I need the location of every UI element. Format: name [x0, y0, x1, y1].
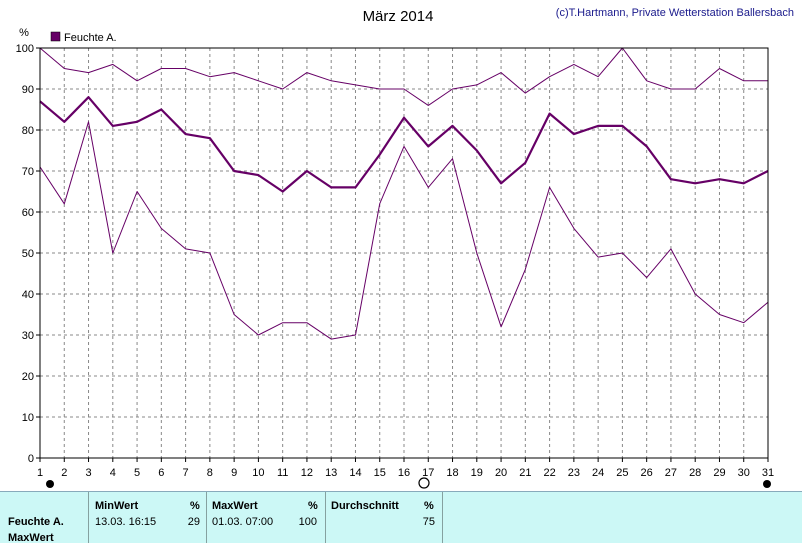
y-tick-label: 0 — [28, 453, 34, 465]
y-tick-label: 90 — [22, 84, 34, 96]
x-tick-label: 3 — [85, 467, 91, 479]
x-tick-label: 4 — [110, 467, 116, 479]
y-tick-label: 100 — [16, 43, 34, 55]
max-unit: % — [308, 500, 318, 512]
x-tick-label: 31 — [762, 467, 774, 479]
x-tick-label: 17 — [422, 467, 434, 479]
y-tick-label: 70 — [22, 166, 34, 178]
series-line-max — [39, 47, 768, 106]
x-tick-label: 21 — [519, 467, 531, 479]
x-tick-label: 5 — [134, 467, 140, 479]
chart-title: März 2014 — [363, 8, 434, 25]
marker-day-1 — [46, 480, 54, 488]
y-tick-label: 10 — [22, 412, 34, 424]
y-tick-label: 40 — [22, 289, 34, 301]
x-tick-label: 6 — [158, 467, 164, 479]
stats-row-label-2: MaxWert — [8, 532, 54, 544]
y-tick-label: 50 — [22, 248, 34, 260]
legend-label: Feuchte A. — [64, 32, 117, 44]
x-tick-label: 7 — [183, 467, 189, 479]
x-tick-label: 22 — [543, 467, 555, 479]
x-tick-label: 8 — [207, 467, 213, 479]
x-tick-label: 30 — [738, 467, 750, 479]
max-datetime: 01.03. 07:00 — [212, 516, 274, 528]
x-tick-labels: 1 2 3 4 5 6 7 8 9 10 11 12 13 14 15 16 17 18 19 20 21 22 23 24 2… — [37, 458, 774, 479]
x-tick-label: 13 — [325, 467, 337, 479]
y-tick-label: 30 — [22, 330, 34, 342]
series-lines — [39, 47, 769, 340]
marker-day-17 — [418, 477, 430, 489]
max-header: MaxWert — [212, 500, 258, 512]
y-tick-label: 20 — [22, 371, 34, 383]
y-tick-label: 80 — [22, 125, 34, 137]
x-tick-label: 28 — [689, 467, 701, 479]
avg-value: 75 — [422, 516, 435, 528]
min-datetime: 13.03. 16:15 — [95, 516, 157, 528]
x-tick-label: 2 — [61, 467, 67, 479]
max-value: 100 — [298, 516, 317, 528]
x-tick-label: 11 — [277, 467, 288, 479]
plot-frame — [39, 47, 769, 459]
series-line-mean — [39, 96, 769, 193]
legend: Feuchte A. — [50, 31, 117, 44]
stats-divider — [206, 492, 207, 543]
min-value: 29 — [187, 516, 200, 528]
copyright-text: (c)T.Hartmann, Private Wetterstation Bal… — [556, 7, 794, 19]
y-axis-unit: % — [19, 27, 29, 39]
x-tick-label: 16 — [398, 467, 410, 479]
stats-divider — [325, 492, 326, 543]
x-tick-label: 26 — [641, 467, 653, 479]
x-tick-label: 10 — [252, 467, 264, 479]
x-tick-label: 14 — [349, 467, 361, 479]
series-line-min — [39, 121, 769, 340]
x-tick-label: 24 — [592, 467, 604, 479]
x-tick-label: 25 — [616, 467, 628, 479]
grid — [40, 48, 768, 458]
x-tick-label: 29 — [713, 467, 725, 479]
x-tick-label: 23 — [568, 467, 580, 479]
avg-header: Durchschnitt — [331, 500, 399, 512]
x-tick-label: 27 — [665, 467, 677, 479]
axis-markers — [46, 477, 771, 489]
stats-row-label: Feuchte A. — [8, 516, 64, 528]
marker-day-31 — [763, 480, 771, 488]
statistics-panel: Feuchte A. MaxWert MinWert % 13.03. 16:1… — [0, 491, 802, 544]
x-tick-label: 12 — [301, 467, 313, 479]
x-tick-label: 20 — [495, 467, 507, 479]
y-tick-label: 60 — [22, 207, 34, 219]
avg-unit: % — [424, 500, 434, 512]
x-tick-label: 9 — [231, 467, 237, 479]
x-tick-label: 18 — [446, 467, 458, 479]
x-tick-label: 19 — [471, 467, 483, 479]
x-tick-label: 1 — [37, 467, 43, 479]
y-tick-labels: 0 10 20 30 40 50 60 70 80 90 100 — [16, 43, 40, 465]
x-tick-label: 15 — [374, 467, 386, 479]
min-header: MinWert — [95, 500, 139, 512]
humidity-chart: März 2014 (c)T.Hartmann, Private Wetters… — [16, 7, 794, 489]
stats-divider — [88, 492, 89, 543]
legend-swatch — [50, 31, 61, 42]
min-unit: % — [190, 500, 200, 512]
stats-divider — [442, 492, 443, 543]
